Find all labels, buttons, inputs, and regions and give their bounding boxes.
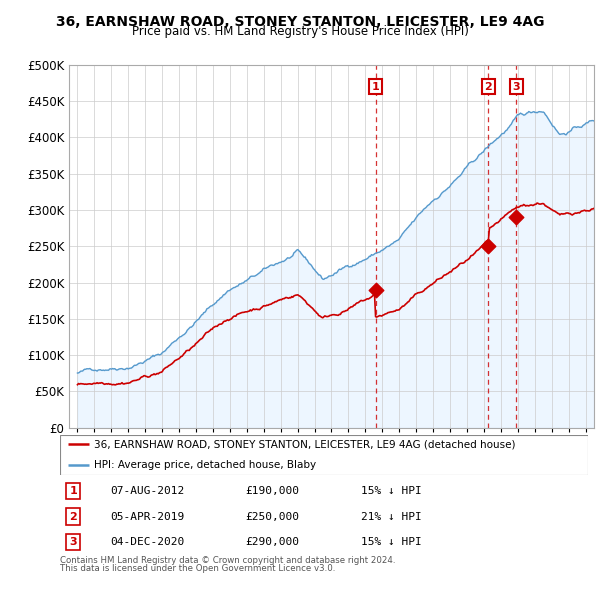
Text: 2: 2	[485, 81, 493, 91]
Text: 07-AUG-2012: 07-AUG-2012	[110, 486, 184, 496]
Text: 15% ↓ HPI: 15% ↓ HPI	[361, 486, 422, 496]
Text: 3: 3	[70, 537, 77, 548]
Text: Price paid vs. HM Land Registry's House Price Index (HPI): Price paid vs. HM Land Registry's House …	[131, 25, 469, 38]
Text: 1: 1	[70, 486, 77, 496]
Point	[371, 285, 380, 294]
Text: 3: 3	[512, 81, 520, 91]
Text: £190,000: £190,000	[245, 486, 299, 496]
Text: 05-APR-2019: 05-APR-2019	[110, 512, 184, 522]
Text: 1: 1	[371, 81, 379, 91]
Text: £290,000: £290,000	[245, 537, 299, 548]
Text: 21% ↓ HPI: 21% ↓ HPI	[361, 512, 422, 522]
Text: This data is licensed under the Open Government Licence v3.0.: This data is licensed under the Open Gov…	[60, 564, 335, 573]
Text: 2: 2	[70, 512, 77, 522]
Point	[484, 242, 493, 251]
Text: 36, EARNSHAW ROAD, STONEY STANTON, LEICESTER, LE9 4AG: 36, EARNSHAW ROAD, STONEY STANTON, LEICE…	[56, 15, 544, 29]
Text: 36, EARNSHAW ROAD, STONEY STANTON, LEICESTER, LE9 4AG (detached house): 36, EARNSHAW ROAD, STONEY STANTON, LEICE…	[94, 440, 516, 450]
Point	[512, 212, 521, 222]
Text: £250,000: £250,000	[245, 512, 299, 522]
Text: 04-DEC-2020: 04-DEC-2020	[110, 537, 184, 548]
Text: HPI: Average price, detached house, Blaby: HPI: Average price, detached house, Blab…	[94, 460, 316, 470]
Text: Contains HM Land Registry data © Crown copyright and database right 2024.: Contains HM Land Registry data © Crown c…	[60, 556, 395, 565]
FancyBboxPatch shape	[60, 435, 588, 475]
Text: 15% ↓ HPI: 15% ↓ HPI	[361, 537, 422, 548]
